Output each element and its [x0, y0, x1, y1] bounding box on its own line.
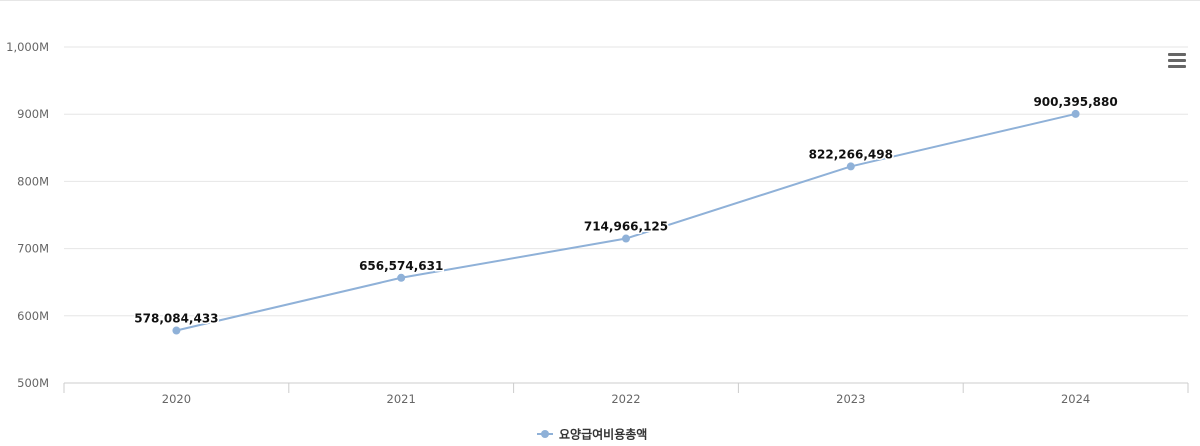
- grid-lines: [64, 46, 1188, 317]
- hamburger-menu-icon[interactable]: [1164, 49, 1190, 71]
- x-tick-label: 2022: [611, 392, 640, 406]
- data-point[interactable]: [397, 273, 406, 282]
- y-axis-ticks: 500M 600M 700M 800M 900M 1,000M: [6, 40, 49, 390]
- x-tick-label: 2021: [387, 392, 416, 406]
- data-point[interactable]: [622, 234, 630, 243]
- y-tick-label: 500M: [17, 376, 49, 390]
- x-tick-label: 2024: [1061, 392, 1090, 406]
- data-label: 714,966,125: [584, 220, 668, 234]
- x-tick-label: 2020: [162, 392, 191, 406]
- data-label: 900,395,880: [1033, 95, 1117, 109]
- data-point[interactable]: [1071, 109, 1080, 118]
- legend[interactable]: 요양급여비용총액: [537, 427, 647, 442]
- data-label: 822,266,498: [809, 147, 893, 161]
- y-tick-label: 900M: [17, 107, 49, 121]
- legend-marker: [541, 430, 549, 438]
- data-point[interactable]: [846, 162, 855, 171]
- y-tick-label: 600M: [17, 309, 49, 323]
- x-axis: 2020 2021 2022 2023 2024: [63, 382, 1189, 406]
- data-label: 578,084,433: [134, 312, 218, 326]
- legend-label[interactable]: 요양급여비용총액: [559, 427, 647, 442]
- y-tick-label: 800M: [17, 174, 49, 188]
- data-point[interactable]: [172, 326, 181, 335]
- series-layer: [172, 109, 1080, 335]
- y-tick-label: 700M: [17, 242, 49, 256]
- data-label: 656,574,631: [359, 259, 443, 273]
- data-labels: 578,084,433 656,574,631 714,966,125 822,266…: [133, 93, 1119, 327]
- y-tick-label: 1,000M: [6, 40, 49, 54]
- x-tick-label: 2023: [836, 392, 865, 406]
